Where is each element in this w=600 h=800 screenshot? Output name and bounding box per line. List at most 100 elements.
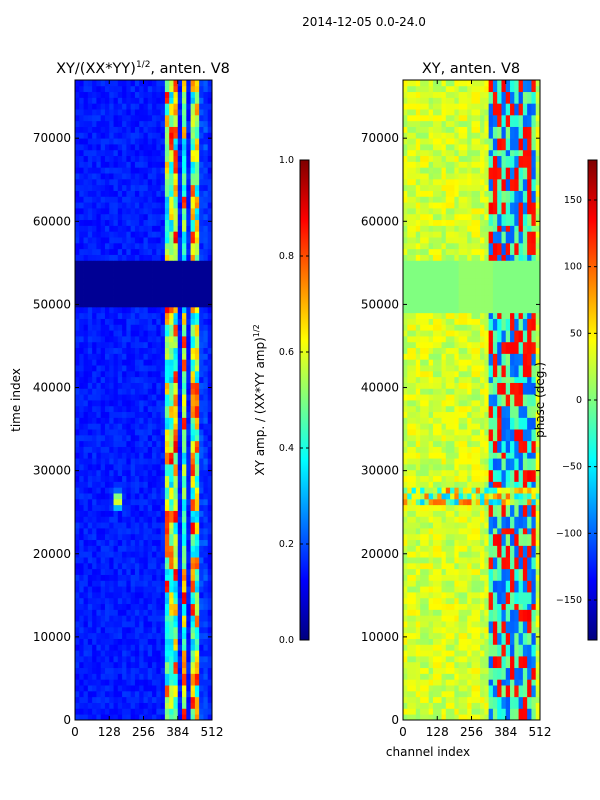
heatmap-cell (92, 295, 97, 302)
heatmap-cell (480, 650, 485, 657)
heatmap-cell (411, 568, 417, 575)
heatmap-cell (126, 184, 132, 191)
heatmap-cell (199, 370, 204, 378)
heatmap-cell (190, 661, 196, 669)
heatmap-cell (152, 568, 157, 575)
heatmap-cell (450, 533, 455, 541)
heatmap-cell (122, 144, 127, 151)
heatmap-cell (177, 714, 183, 720)
heatmap-cell (160, 359, 166, 366)
heatmap-cell (475, 650, 481, 657)
heatmap-cell (203, 237, 209, 244)
heatmap-cell (92, 417, 97, 424)
heatmap-cell (117, 400, 123, 407)
heatmap-cell (130, 347, 136, 354)
heatmap-cell (186, 545, 191, 552)
heatmap-cell (190, 330, 196, 337)
heatmap-cell (164, 91, 170, 98)
heatmap-cell (75, 685, 80, 692)
heatmap-cell (203, 632, 209, 639)
heatmap-cell (173, 475, 179, 482)
heatmap-cell (100, 667, 106, 674)
heatmap-cell (173, 347, 179, 354)
heatmap-cell (194, 644, 200, 651)
heatmap-cell (147, 289, 153, 296)
heatmap-cell (186, 469, 191, 477)
heatmap-cell (92, 423, 97, 430)
heatmap-cell (139, 306, 144, 314)
heatmap-cell (75, 586, 80, 593)
heatmap-cell (104, 650, 110, 657)
heatmap-cell (441, 592, 447, 599)
heatmap-cell (164, 382, 170, 389)
heatmap-cell (514, 516, 519, 523)
heatmap-cell (79, 429, 84, 436)
heatmap-cell (207, 254, 212, 261)
heatmap-cell (207, 685, 212, 692)
heatmap-cell (194, 528, 200, 535)
heatmap-cell (458, 603, 464, 610)
heatmap-cell (186, 213, 191, 221)
heatmap-cell (152, 580, 157, 587)
heatmap-cell (130, 120, 136, 127)
heatmap-cell (420, 481, 425, 488)
heatmap-cell (173, 440, 179, 447)
heatmap-cell (156, 597, 162, 605)
heatmap-cell (143, 202, 149, 209)
heatmap-cell (152, 673, 157, 680)
heatmap-cell (450, 679, 455, 686)
heatmap-cell (194, 464, 200, 471)
heatmap-cell (475, 626, 481, 634)
heatmap-cell (130, 85, 136, 93)
heatmap-cell (134, 545, 140, 552)
heatmap-cell (117, 458, 123, 465)
heatmap-cell (467, 475, 472, 482)
heatmap-cell (177, 353, 183, 360)
heatmap-cell (75, 464, 80, 471)
heatmap-cell (139, 621, 144, 628)
heatmap-cell (143, 138, 149, 145)
heatmap-cell (100, 190, 106, 197)
heatmap-cell (522, 551, 528, 558)
heatmap-cell (182, 237, 187, 244)
heatmap-cell (152, 481, 157, 488)
heatmap-cell (156, 568, 162, 575)
heatmap-cell (203, 289, 209, 296)
heatmap-cell (207, 266, 212, 273)
heatmap-cell (134, 173, 140, 180)
heatmap-cell (92, 248, 97, 255)
amplitude-ytick-label: 20000 (33, 547, 71, 561)
amplitude-heatmap (75, 80, 212, 720)
heatmap-cell (407, 690, 412, 698)
heatmap-cell (96, 272, 102, 279)
heatmap-cell (462, 522, 468, 529)
heatmap-cell (186, 365, 191, 372)
heatmap-cell (104, 411, 110, 418)
heatmap-cell (173, 167, 179, 174)
heatmap-cell (450, 592, 455, 599)
heatmap-cell (117, 353, 123, 360)
heatmap-cell (147, 539, 153, 546)
heatmap-cell (190, 493, 196, 500)
heatmap-cell (152, 144, 157, 151)
heatmap-cell (156, 330, 162, 337)
heatmap-cell (182, 97, 187, 104)
heatmap-cell (87, 306, 93, 314)
heatmap-cell (173, 574, 179, 581)
heatmap-cell (169, 458, 174, 465)
heatmap-cell (139, 400, 144, 407)
heatmap-cell (432, 673, 438, 680)
heatmap-cell (87, 533, 93, 541)
heatmap-cell (411, 597, 417, 605)
heatmap-cell (190, 417, 196, 424)
heatmap-cell (407, 551, 412, 558)
heatmap-cell (79, 696, 84, 703)
heatmap-cell (411, 528, 417, 535)
heatmap-cell (96, 330, 102, 337)
heatmap-cell (190, 429, 196, 436)
heatmap-cell (173, 336, 179, 343)
heatmap-cell (113, 533, 119, 541)
heatmap-cell (139, 109, 144, 116)
heatmap-cell (100, 696, 106, 703)
heatmap-cell (186, 80, 191, 87)
